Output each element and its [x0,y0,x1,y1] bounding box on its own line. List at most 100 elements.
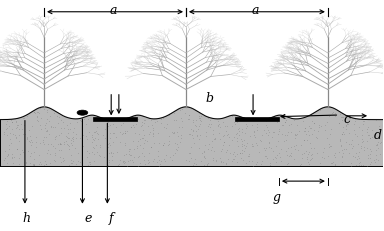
Point [35,115,41,119]
Point [48,125,54,128]
Point [45,142,51,146]
Point [101,156,107,160]
Point [163,153,169,157]
Point [134,147,140,150]
Point [209,140,215,144]
Point [56,116,62,119]
Point [66,163,72,167]
Point [9,155,15,159]
Point [311,121,317,125]
Point [364,131,370,134]
Ellipse shape [77,111,88,116]
Point [150,134,156,138]
Point [104,142,111,146]
Point [127,159,133,162]
Point [60,160,66,163]
Point [61,142,67,146]
Point [150,133,156,136]
Point [188,146,194,150]
Point [350,154,356,158]
Point [119,122,126,125]
Point [66,136,72,140]
Point [38,116,44,120]
Point [338,143,344,147]
Point [311,122,317,125]
Point [241,144,247,147]
Point [373,132,379,136]
Point [166,135,172,139]
Point [155,149,161,153]
Point [358,145,364,148]
Point [341,133,347,137]
Point [160,143,166,147]
Point [337,112,343,116]
Point [93,132,99,135]
Point [282,121,288,125]
Point [128,125,134,129]
Point [13,119,19,123]
Point [139,147,146,151]
Point [136,133,142,137]
Point [326,145,333,149]
Point [65,132,71,135]
Point [249,143,255,146]
Point [10,133,16,137]
Point [296,130,303,133]
Point [203,130,209,134]
Point [86,152,92,156]
Point [319,150,326,154]
Point [191,142,197,146]
Point [288,152,294,155]
Point [339,133,346,137]
Point [170,131,176,135]
Point [210,158,216,162]
Point [18,149,25,152]
Point [265,134,271,137]
Point [121,132,127,136]
Point [156,158,162,162]
Point [4,155,10,158]
Point [135,118,141,121]
Point [201,149,207,153]
Point [234,131,240,135]
Point [321,157,327,161]
Point [97,119,103,122]
Point [141,133,147,137]
Point [35,111,41,115]
Point [31,150,37,154]
Point [321,146,328,150]
Point [284,133,290,137]
Point [329,161,335,165]
Point [376,124,382,128]
Point [266,142,272,146]
Point [237,118,243,121]
Point [64,142,70,146]
Point [304,158,310,161]
Point [8,128,15,131]
Point [16,133,22,137]
Point [304,156,310,159]
Point [57,142,63,146]
Point [286,124,292,127]
Point [201,155,207,158]
Point [144,140,150,144]
Point [84,155,90,159]
Point [69,136,75,140]
Point [217,156,223,160]
Point [258,140,264,143]
Point [166,143,172,146]
Point [3,123,9,126]
Point [306,134,312,137]
Point [358,129,364,133]
Bar [235,118,279,121]
Point [198,119,204,123]
Point [327,114,333,117]
Point [5,154,11,157]
Point [155,132,161,136]
Point [193,119,199,122]
Point [367,156,373,160]
Point [291,137,298,140]
Point [245,155,252,158]
Point [26,154,33,158]
Point [211,149,217,153]
